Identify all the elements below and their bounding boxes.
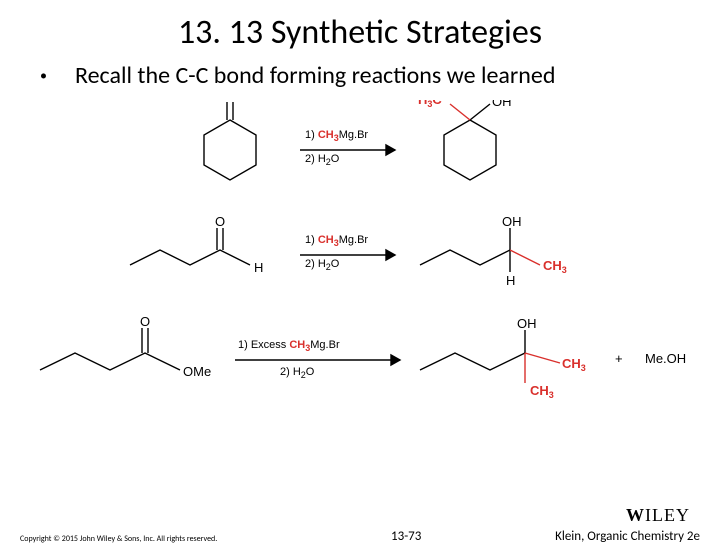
rxn3-reagent1: 1) Excess CH3Mg.Br [238,339,340,353]
rxn1-prod-OH: OH [492,100,512,109]
bullet-row: • Recall the C-C bond forming reactions … [0,61,720,90]
rxn2-sm [130,228,250,265]
rxn2-prod [420,228,540,272]
page-number: 13-73 [391,529,421,544]
footer: Copyright © 2015 John Wiley & Sons, Inc.… [0,529,720,544]
rxn3-arrow [235,355,400,365]
wiley-logo: WWILEYILEY [626,505,690,526]
rxn3-prod [420,330,560,383]
rxn3-sm [40,328,180,370]
rxn2-reagent1: 1) CH3Mg.Br [305,234,368,248]
rxn3-prod-CH3a: CH3 [562,356,586,373]
rxn3-prod-CH3b: CH3 [530,383,554,400]
rxn1-sm [204,102,256,180]
rxn3-sm-O: O [140,314,150,329]
bullet-marker: • [40,67,47,84]
rxn2-sm-O: O [215,214,225,229]
rxn2-reagent2: 2) H2O [305,258,340,272]
reaction-schemes: O 1) CH3Mg.Br 2) H2O OH H3C O H 1) CH3Mg… [0,100,720,440]
rxn2-prod-OH: OH [502,214,522,229]
slide-title: 13. 13 Synthetic Strategies [0,12,720,53]
book-ref: Klein, Organic Chemistry 2e [555,529,700,544]
bullet-text: Recall the C-C bond forming reactions we… [75,61,555,90]
rxn1-reagent1: 1) CH3Mg.Br [305,129,368,143]
rxn1-prod [444,104,496,180]
rxn1-reagent2: 2) H2O [305,153,340,167]
rxn3-plus: + [615,351,623,366]
rxn3-reagent2: 2) H2O [280,366,315,380]
rxn3-meoh: Me.OH [645,351,686,366]
rxn2-prod-H: H [506,273,515,288]
rxn1-sm-O: O [225,100,235,103]
rxn2-prod-CH3: CH3 [543,258,567,275]
rxn3-sm-OMe: OMe [183,364,211,379]
rxn3-prod-OH: OH [517,316,537,331]
copyright-text: Copyright © 2015 John Wiley & Sons, Inc.… [20,534,217,544]
rxn1-prod-CH3: H3C [418,100,442,109]
rxn2-sm-H: H [254,260,263,275]
